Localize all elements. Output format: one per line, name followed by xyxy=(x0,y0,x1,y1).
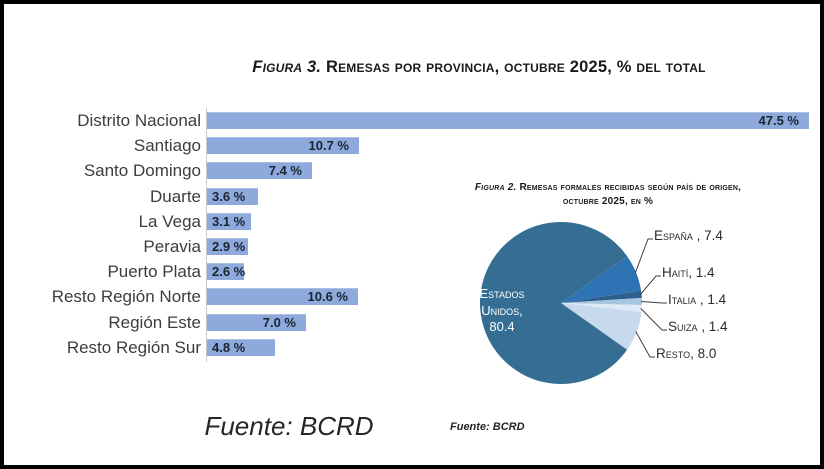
figure2-title: Figura 2. Remesas formales recibidas seg… xyxy=(423,181,793,208)
bar xyxy=(207,137,359,154)
bar-row: Duarte 3.6 % xyxy=(4,187,820,207)
bar-value-label: 2.9 % xyxy=(212,239,246,254)
bar-category-label: Puerto Plata xyxy=(107,262,201,281)
pie-us-label-line2: Unidos, xyxy=(481,302,523,318)
bar xyxy=(207,339,275,356)
figure2-source: Fuente: BCRD xyxy=(450,421,525,433)
bar-row: Peravia 2.9 % xyxy=(4,237,820,257)
figure2-title-number: Figura 2. xyxy=(474,182,517,193)
bar-chart-axis-line xyxy=(206,108,207,362)
bar-value-label: 3.6 % xyxy=(212,189,246,204)
bar-value-label: 10.6 % xyxy=(307,289,348,304)
pie-label-italia: Italia , 1.4 xyxy=(668,292,727,307)
bar-category-label: Santo Domingo xyxy=(83,161,201,180)
bar xyxy=(207,213,251,230)
bar-value-label: 3.1 % xyxy=(212,214,246,229)
bar-row: Región Este 7.0 % xyxy=(4,313,820,333)
bar-value-label: 2.6 % xyxy=(212,264,246,279)
bar xyxy=(207,188,258,205)
bar-category-label: Resto Región Sur xyxy=(66,338,201,357)
bar-value-label: 47.5 % xyxy=(758,113,799,128)
figure3-title: Figura 3. Remesas por provincia, octubre… xyxy=(252,58,705,77)
bar xyxy=(207,263,244,280)
bar-category-label: La Vega xyxy=(138,212,201,231)
bar-row: Distrito Nacional 47.5 % xyxy=(4,111,820,131)
pie-label-resto: Resto, 8.0 xyxy=(656,346,717,361)
bar xyxy=(207,162,312,179)
bar xyxy=(207,238,248,255)
bar-category-label: Región Este xyxy=(108,313,201,332)
figure2-title-line2: octubre 2025, en % xyxy=(562,195,654,207)
figure3-source: Fuente: BCRD xyxy=(204,411,374,441)
bar xyxy=(207,314,306,331)
pie-label-estados-unidos: Estados Unidos, 80.4 xyxy=(456,286,548,336)
bar-value-label: 10.7 % xyxy=(308,138,349,153)
figure3-title-text: Remesas por provincia, octubre 2025, % d… xyxy=(321,58,706,76)
figure3-title-number: Figura 3. xyxy=(252,58,322,76)
bar-category-label: Resto Región Norte xyxy=(51,287,201,306)
bar-row: Resto Región Sur 4.8 % xyxy=(4,338,820,358)
bar-category-label: Santiago xyxy=(133,136,201,155)
bar xyxy=(207,288,358,305)
pie-label-haiti: Haití, 1.4 xyxy=(662,265,715,280)
bar xyxy=(207,112,809,129)
bar-row: Puerto Plata 2.6 % xyxy=(4,262,820,282)
bar-row: La Vega 3.1 % xyxy=(4,212,820,232)
pie-label-suiza: Suiza , 1.4 xyxy=(668,319,728,334)
bar-category-label: Distrito Nacional xyxy=(77,111,201,130)
bar-row: Santo Domingo 7.4 % xyxy=(4,161,820,181)
bar-value-label: 7.4 % xyxy=(268,163,302,178)
pie-label-espana: España , 7.4 xyxy=(654,228,723,243)
figure2-title-line1: Figura 2. Remesas formales recibidas seg… xyxy=(423,181,793,195)
bar-row: Santiago 10.7 % xyxy=(4,136,820,156)
bar-row: Resto Región Norte 10.6 % xyxy=(4,287,820,307)
bar-category-label: Peravia xyxy=(143,237,201,256)
bar-value-label: 4.8 % xyxy=(212,340,246,355)
pie-us-label-line1: Estados xyxy=(479,286,525,301)
figure2-title-text: Remesas formales recibidas según país de… xyxy=(516,182,742,193)
bar-category-label: Duarte xyxy=(149,187,201,206)
bar-value-label: 7.0 % xyxy=(262,315,296,330)
pie-us-label-line3: 80.4 xyxy=(489,319,515,334)
